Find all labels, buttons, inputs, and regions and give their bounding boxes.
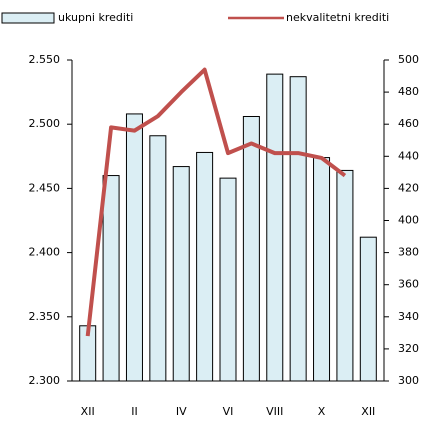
bar bbox=[359, 236, 377, 382]
bar bbox=[102, 175, 120, 382]
y-tick-label: 2.300 bbox=[29, 374, 61, 387]
y2-tick-label: 360 bbox=[398, 278, 419, 291]
x-tick-label: XII bbox=[361, 405, 375, 418]
bar bbox=[125, 113, 143, 382]
y-tick-label: 2.550 bbox=[29, 53, 61, 66]
x-tick-label: XII bbox=[81, 405, 95, 418]
y2-tick-label: 480 bbox=[398, 85, 419, 98]
y-tick-label: 2.400 bbox=[29, 246, 61, 259]
y-tick-label: 2.450 bbox=[29, 181, 61, 194]
y-tick-label: 2.500 bbox=[29, 117, 61, 130]
y2-tick-label: 320 bbox=[398, 342, 419, 355]
bar bbox=[289, 76, 307, 382]
y2-tick-label: 440 bbox=[398, 149, 419, 162]
bar bbox=[196, 151, 214, 382]
y2-tick-label: 380 bbox=[398, 246, 419, 259]
y2-tick-label: 300 bbox=[398, 374, 419, 387]
x-tick-label: VI bbox=[223, 405, 234, 418]
legend-label: ukupni krediti bbox=[58, 11, 133, 24]
x-tick-label: II bbox=[131, 405, 138, 418]
legend-label: nekvalitetni krediti bbox=[286, 11, 389, 24]
bar bbox=[266, 73, 284, 382]
legend-swatch bbox=[1, 12, 55, 24]
y-tick-label: 2.350 bbox=[29, 310, 61, 323]
x-tick-label: VIII bbox=[266, 405, 283, 418]
x-tick-label: IV bbox=[176, 405, 187, 418]
bar bbox=[172, 166, 190, 382]
bar bbox=[219, 177, 237, 382]
y2-tick-label: 500 bbox=[398, 53, 419, 66]
y2-tick-label: 420 bbox=[398, 181, 419, 194]
y2-tick-label: 400 bbox=[398, 214, 419, 227]
bar bbox=[336, 169, 354, 382]
line bbox=[85, 67, 347, 337]
y2-tick-label: 340 bbox=[398, 310, 419, 323]
y2-tick-label: 460 bbox=[398, 117, 419, 130]
x-tick-label: X bbox=[318, 405, 326, 418]
bar bbox=[313, 157, 331, 382]
bar bbox=[149, 135, 167, 382]
bar bbox=[242, 115, 260, 382]
